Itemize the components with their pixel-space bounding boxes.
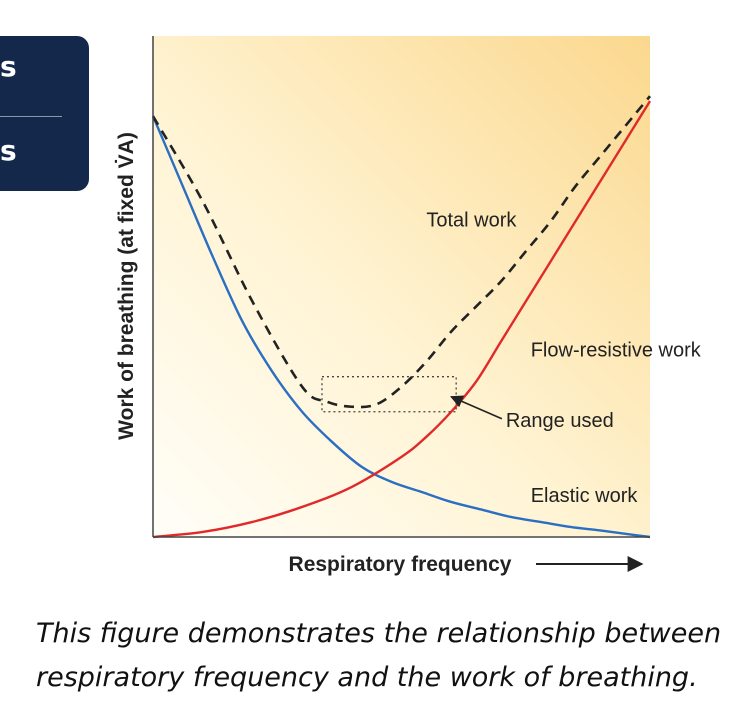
sidebar-tab-divider (0, 116, 62, 117)
annotation-range-used: Range used (506, 410, 614, 432)
sidebar-tab-label-2[interactable]: s (0, 134, 17, 167)
sidebar-tabs: s s (0, 36, 89, 191)
annotation-arrow (450, 395, 503, 420)
figure-caption: This figure demonstrates the relationshi… (36, 618, 722, 693)
work-of-breathing-chart: Total work Flow-resistive work Range used E… (114, 36, 702, 576)
series-line-elastic-work (151, 115, 651, 539)
annotation-layer: Total work Flow-resistive work Range used E… (426, 209, 701, 507)
series-line-total-work (151, 95, 652, 409)
y-axis-label: Work of breathing (at fixed V̇A) (114, 132, 138, 440)
range-used-box (321, 376, 457, 413)
sidebar-tab-label-1[interactable]: s (0, 50, 17, 83)
annotation-elastic-work: Elastic work (531, 485, 639, 507)
annotation-flow-resistive-work: Flow-resistive work (531, 340, 702, 362)
annotation-total-work: Total work (426, 209, 517, 231)
x-axis-label: Respiratory frequency (289, 553, 512, 576)
plot-background (153, 36, 650, 536)
